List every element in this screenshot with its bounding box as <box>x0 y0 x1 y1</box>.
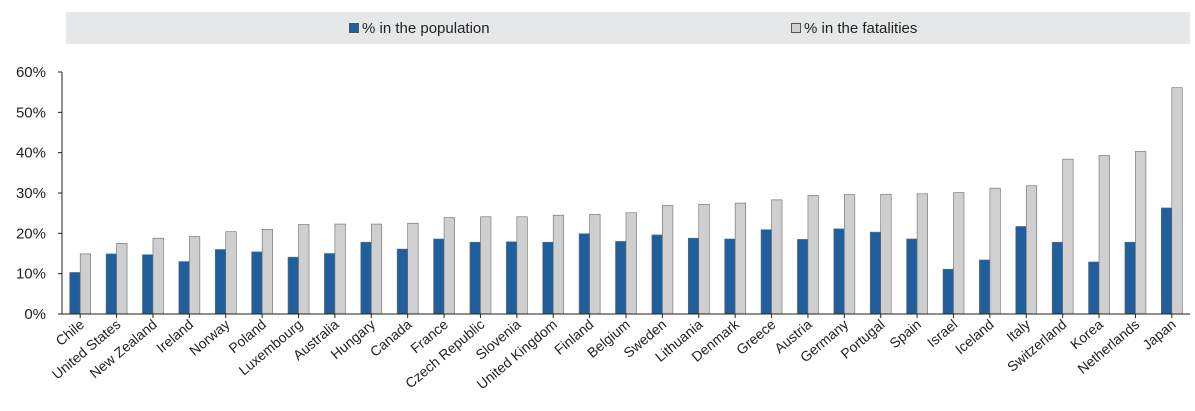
bar-population-new-zealand <box>142 254 154 315</box>
bar-fatalities-new-zealand <box>152 237 164 315</box>
legend-item-fatalities: % in the fatalities <box>791 12 917 44</box>
legend-item-population: % in the population <box>349 12 490 44</box>
bar-population-france <box>433 238 445 315</box>
bar-population-israel <box>942 268 954 315</box>
y-tick-label: 10% <box>16 266 46 283</box>
bar-population-ireland <box>178 261 190 315</box>
bar-population-hungary <box>360 241 372 315</box>
legend-swatch-fatalities <box>791 23 801 33</box>
bar-fatalities-italy <box>1025 185 1038 315</box>
bar-population-korea <box>1088 261 1100 315</box>
bar-fatalities-iceland <box>989 187 1001 315</box>
bar-fatalities-greece <box>771 199 783 315</box>
bar-population-japan <box>1161 207 1173 315</box>
bar-population-portugal <box>869 231 882 315</box>
bar-population-greece <box>760 229 772 315</box>
bar-population-sweden <box>651 234 663 315</box>
bar-fatalities-switzerland <box>1062 158 1074 315</box>
bar-fatalities-korea <box>1098 155 1110 315</box>
bar-fatalities-germany <box>844 194 856 315</box>
bar-fatalities-netherlands <box>1135 151 1147 315</box>
x-tick-label: Japan <box>1139 316 1179 353</box>
bar-fatalities-sweden <box>662 205 674 315</box>
bar-population-canada <box>396 248 408 315</box>
x-tick-label: Iceland <box>952 316 997 357</box>
bar-population-czech-republic <box>469 241 481 315</box>
bar-fatalities-france <box>443 217 455 315</box>
bar-population-belgium <box>615 241 627 315</box>
bar-fatalities-austria <box>807 195 819 315</box>
legend-label-fatalities: % in the fatalities <box>804 19 918 37</box>
bar-fatalities-slovenia <box>516 216 528 315</box>
bar-population-iceland <box>979 259 991 315</box>
bar-fatalities-united-kingdom <box>552 214 565 315</box>
bar-population-united-states <box>105 253 117 315</box>
bar-population-austria <box>797 239 809 315</box>
bar-fatalities-poland <box>261 229 273 315</box>
bar-population-poland <box>251 251 263 315</box>
x-tick-label: Canada <box>367 316 415 360</box>
bar-fatalities-chile <box>79 253 91 315</box>
bar-population-norway <box>214 249 227 315</box>
bar-fatalities-canada <box>407 222 419 315</box>
bar-population-italy <box>1015 226 1027 315</box>
bar-fatalities-israel <box>953 192 965 315</box>
bar-fatalities-portugal <box>880 193 892 315</box>
y-tick-label: 0% <box>24 306 46 323</box>
bar-fatalities-belgium <box>625 212 637 315</box>
bar-fatalities-finland <box>589 214 601 315</box>
bar-fatalities-japan <box>1171 87 1183 315</box>
bar-population-finland <box>578 233 590 315</box>
bar-fatalities-ireland <box>189 236 201 315</box>
bar-population-denmark <box>724 238 736 315</box>
legend: % in the population % in the fatalities <box>66 12 1190 44</box>
bar-population-luxembourg <box>287 256 299 315</box>
x-tick-label: Norway <box>186 316 233 359</box>
y-tick-label: 40% <box>16 145 46 162</box>
bar-population-germany <box>833 228 845 315</box>
bar-fatalities-lithuania <box>698 203 710 315</box>
y-tick-label: 50% <box>16 104 46 121</box>
bar-fatalities-spain <box>916 193 928 315</box>
bar-fatalities-denmark <box>734 202 746 315</box>
bar-population-slovenia <box>506 241 518 315</box>
legend-label-population: % in the population <box>362 19 490 37</box>
y-tick-label: 60% <box>16 64 46 81</box>
x-tick-label: Spain <box>886 316 924 351</box>
bar-population-lithuania <box>687 237 700 315</box>
bar-population-switzerland <box>1051 241 1063 315</box>
bar-fatalities-norway <box>225 231 237 315</box>
y-tick-label: 20% <box>16 225 46 242</box>
bar-population-spain <box>906 238 918 315</box>
bar-population-australia <box>324 253 336 315</box>
x-tick-label: Greece <box>733 316 779 358</box>
legend-swatch-population <box>349 23 359 33</box>
bar-fatalities-luxembourg <box>298 224 310 315</box>
bar-population-united-kingdom <box>542 241 554 315</box>
bar-population-chile <box>69 272 81 315</box>
bar-fatalities-australia <box>334 223 346 315</box>
bar-population-netherlands <box>1124 241 1136 315</box>
bar-fatalities-hungary <box>370 223 383 315</box>
bar-fatalities-united-states <box>116 243 128 315</box>
bar-fatalities-czech-republic <box>480 216 492 315</box>
y-tick-label: 30% <box>16 185 46 202</box>
